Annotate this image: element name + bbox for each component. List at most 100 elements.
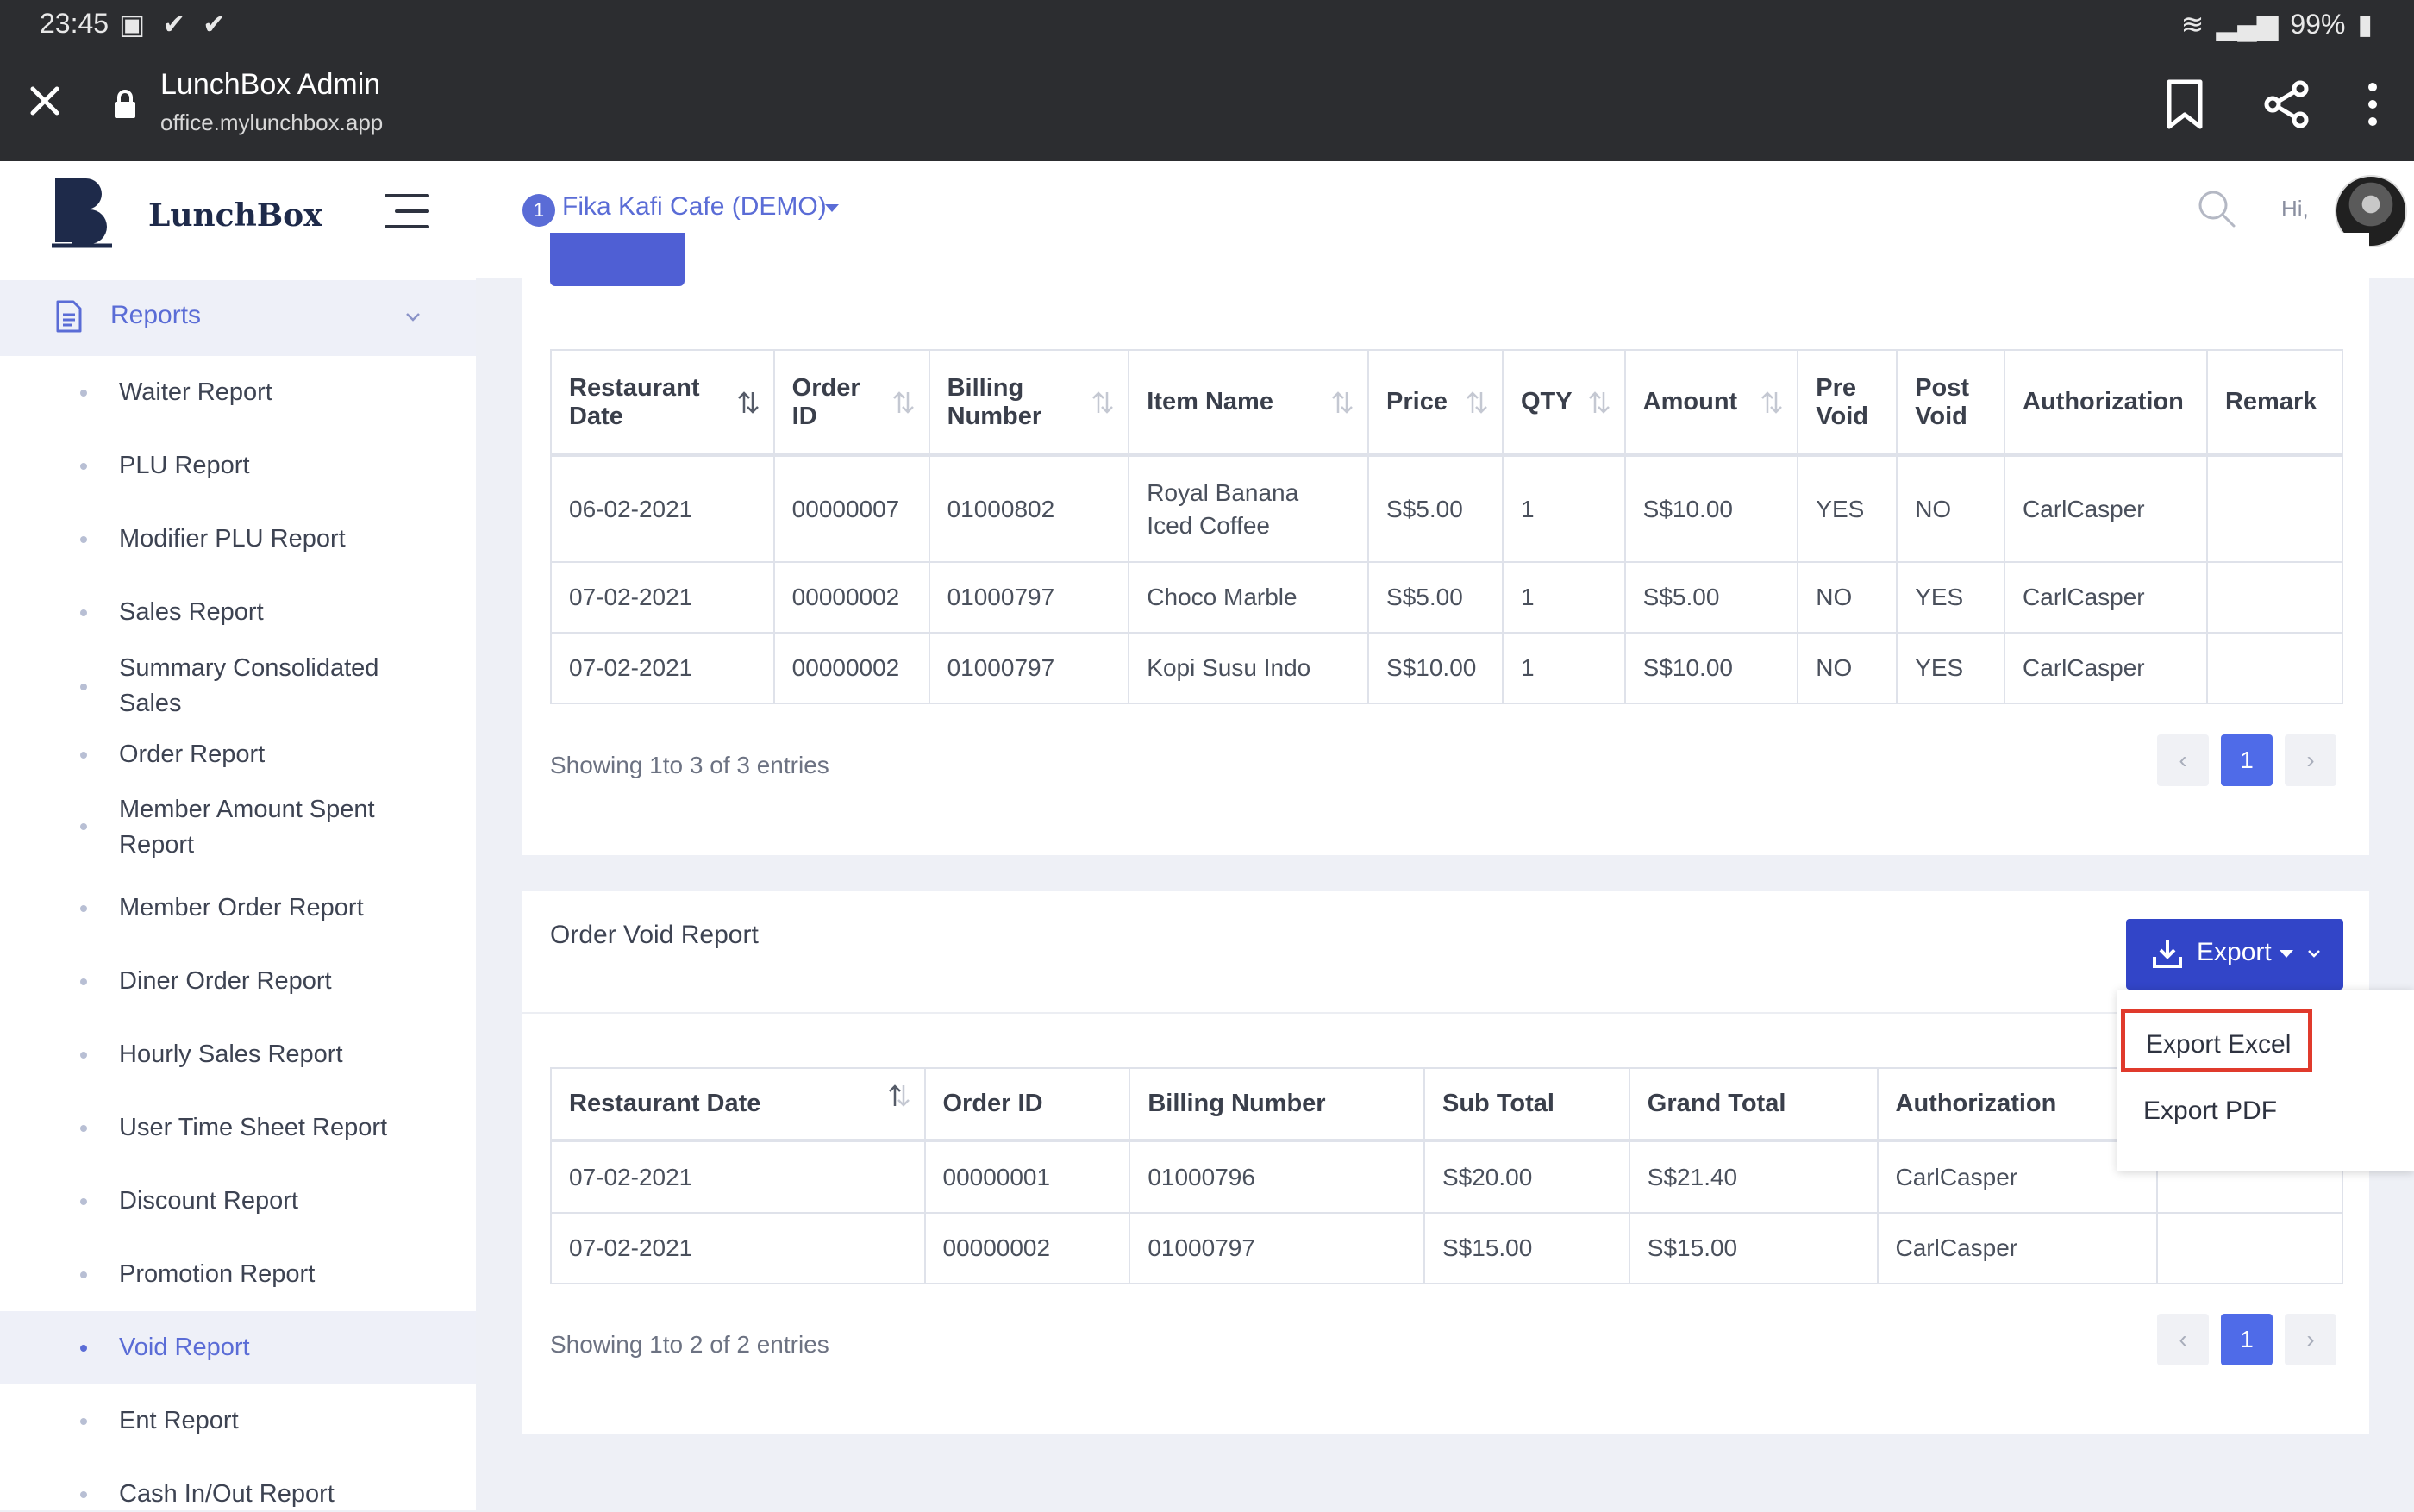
- table-cell: 07-02-2021: [550, 1212, 926, 1284]
- table-cell: 07-02-2021: [550, 632, 775, 704]
- column-header[interactable]: Remark: [2205, 349, 2344, 457]
- share-icon[interactable]: [2261, 78, 2312, 130]
- table-cell: 01000797: [928, 561, 1130, 634]
- sidebar-item-plu-report[interactable]: PLU Report: [0, 429, 476, 503]
- sidebar-item-diner-order-report[interactable]: Diner Order Report: [0, 945, 476, 1018]
- export-pdf-option[interactable]: Export PDF: [2143, 1097, 2278, 1125]
- table-cell: 1: [1501, 561, 1626, 634]
- column-header[interactable]: Grand Total: [1628, 1067, 1879, 1142]
- search-icon[interactable]: [2195, 187, 2238, 230]
- entries-info: Showing 1to 2 of 2 entries: [550, 1331, 829, 1358]
- sidebar-item-member-amount-spent-report[interactable]: Member Amount Spent Report: [0, 785, 476, 872]
- lunchbox-logo-icon[interactable]: [50, 173, 114, 251]
- page-button[interactable]: 1: [2221, 1314, 2273, 1365]
- location-badge: 1: [522, 194, 555, 227]
- column-header[interactable]: Post Void: [1896, 349, 2006, 457]
- sort-icon[interactable]: [886, 1082, 912, 1109]
- bullet-icon: [80, 684, 87, 690]
- sidebar-item-user-time-sheet-report[interactable]: User Time Sheet Report: [0, 1091, 476, 1165]
- logo-area: LunchBox: [0, 161, 476, 280]
- bullet-icon: [80, 390, 87, 397]
- export-dropdown-menu: Export Excel Export PDF: [2117, 990, 2414, 1171]
- column-header[interactable]: Restaurant Date: [550, 1067, 926, 1142]
- column-header[interactable]: Order ID: [923, 1067, 1131, 1142]
- prev-page-button[interactable]: ‹: [2157, 734, 2209, 786]
- column-header[interactable]: Billing Number: [1129, 1067, 1425, 1142]
- card-title: Order Void Report: [550, 921, 759, 949]
- sort-icon[interactable]: [1329, 389, 1355, 416]
- hamburger-icon[interactable]: [383, 192, 431, 230]
- sidebar-item-promotion-report[interactable]: Promotion Report: [0, 1238, 476, 1311]
- page-button[interactable]: 1: [2221, 734, 2273, 786]
- column-header[interactable]: Authorization: [2004, 349, 2208, 457]
- browser-page-title: LunchBox Admin: [160, 68, 381, 101]
- signal-icon: ▂▄▆: [2216, 9, 2279, 40]
- check-notification-icon: ✔: [203, 9, 226, 40]
- column-header[interactable]: QTY: [1501, 349, 1626, 457]
- sidebar-item-cash-in-out-report[interactable]: Cash In/Out Report: [0, 1458, 476, 1510]
- sort-icon[interactable]: [1586, 389, 1612, 416]
- status-right: ≋ ▂▄▆ 99% ▮: [2181, 8, 2373, 41]
- sort-icon[interactable]: [1090, 389, 1116, 416]
- column-header[interactable]: Pre Void: [1797, 349, 1898, 457]
- table-cell: S$15.00: [1423, 1212, 1630, 1284]
- table-cell: 1: [1501, 454, 1626, 563]
- divider: [522, 1012, 2369, 1014]
- wifi-icon: ≋: [2180, 9, 2204, 40]
- sidebar-item-sales-report[interactable]: Sales Report: [0, 576, 476, 649]
- column-header[interactable]: Amount: [1623, 349, 1799, 457]
- sort-icon[interactable]: [1759, 389, 1785, 416]
- sidebar-item-modifier-plu-report[interactable]: Modifier PLU Report: [0, 503, 476, 576]
- table-header-row: Restaurant Date Order ID Billing Number …: [550, 1067, 2343, 1142]
- table-row: 06-02-2021 00000007 01000802 Royal Banan…: [550, 454, 2344, 563]
- sidebar-item-waiter-report[interactable]: Waiter Report: [0, 356, 476, 429]
- close-icon[interactable]: [24, 80, 66, 122]
- column-header[interactable]: Sub Total: [1423, 1067, 1630, 1142]
- table-cell: NO: [1797, 632, 1898, 704]
- order-void-card: Order Void Report Export Restaurant Date…: [522, 891, 2369, 1434]
- sort-icon[interactable]: [1464, 389, 1490, 416]
- prev-page-button[interactable]: ‹: [2157, 1314, 2209, 1365]
- sidebar-item-void-report[interactable]: Void Report: [0, 1311, 476, 1384]
- column-header[interactable]: Price: [1367, 349, 1504, 457]
- column-header[interactable]: Restaurant Date: [550, 349, 775, 457]
- table-cell: S$20.00: [1423, 1140, 1630, 1214]
- sidebar-item-order-report[interactable]: Order Report: [0, 725, 476, 785]
- column-header[interactable]: Item Name: [1128, 349, 1370, 457]
- sort-icon[interactable]: [891, 389, 916, 416]
- caret-down-icon[interactable]: [825, 204, 839, 212]
- export-excel-option[interactable]: Export Excel: [2121, 1009, 2312, 1072]
- browser-url: office.mylunchbox.app: [160, 109, 384, 135]
- column-header[interactable]: Order ID: [772, 349, 930, 457]
- table-row: 07-02-2021 00000002 01000797 Kopi Susu I…: [550, 632, 2344, 704]
- table-cell: S$5.00: [1367, 454, 1504, 563]
- sidebar-item-discount-report[interactable]: Discount Report: [0, 1165, 476, 1238]
- battery-level: 99%: [2290, 8, 2346, 40]
- sidebar-reports-label: Reports: [110, 301, 202, 329]
- order-void-table: Restaurant Date Order ID Billing Number …: [550, 1067, 2343, 1284]
- sidebar-item-summary-consolidated-sales[interactable]: Summary Consolidated Sales: [0, 649, 476, 725]
- next-page-button[interactable]: ›: [2285, 734, 2336, 786]
- sidebar-item-member-order-report[interactable]: Member Order Report: [0, 872, 476, 945]
- next-page-button[interactable]: ›: [2285, 1314, 2336, 1365]
- bullet-icon: [80, 1052, 87, 1059]
- table-cell: [2205, 561, 2344, 634]
- sort-icon[interactable]: [735, 389, 761, 416]
- table-cell: 01000796: [1129, 1140, 1425, 1214]
- column-header[interactable]: Billing Number: [928, 349, 1130, 457]
- status-bar: 23:45 ▣ ✔ ✔ ≋ ▂▄▆ 99% ▮: [0, 0, 2414, 47]
- partially-visible-button[interactable]: [550, 233, 685, 286]
- bookmark-icon[interactable]: [2164, 78, 2205, 130]
- sidebar-item-ent-report[interactable]: Ent Report: [0, 1384, 476, 1458]
- table-cell: 01000797: [1129, 1212, 1425, 1284]
- table-row: 07-02-2021 00000002 01000797 Choco Marbl…: [550, 561, 2344, 634]
- table-cell: S$5.00: [1623, 561, 1799, 634]
- more-vert-icon[interactable]: [2355, 80, 2390, 128]
- table-cell: YES: [1896, 561, 2006, 634]
- location-selector[interactable]: Fika Kafi Cafe (DEMO): [562, 192, 827, 221]
- table-cell: 07-02-2021: [550, 1140, 926, 1214]
- sidebar-item-hourly-sales-report[interactable]: Hourly Sales Report: [0, 1018, 476, 1091]
- sidebar-reports-section[interactable]: Reports: [0, 280, 476, 356]
- column-header[interactable]: Authorization: [1876, 1067, 2159, 1142]
- export-button[interactable]: Export: [2126, 919, 2343, 990]
